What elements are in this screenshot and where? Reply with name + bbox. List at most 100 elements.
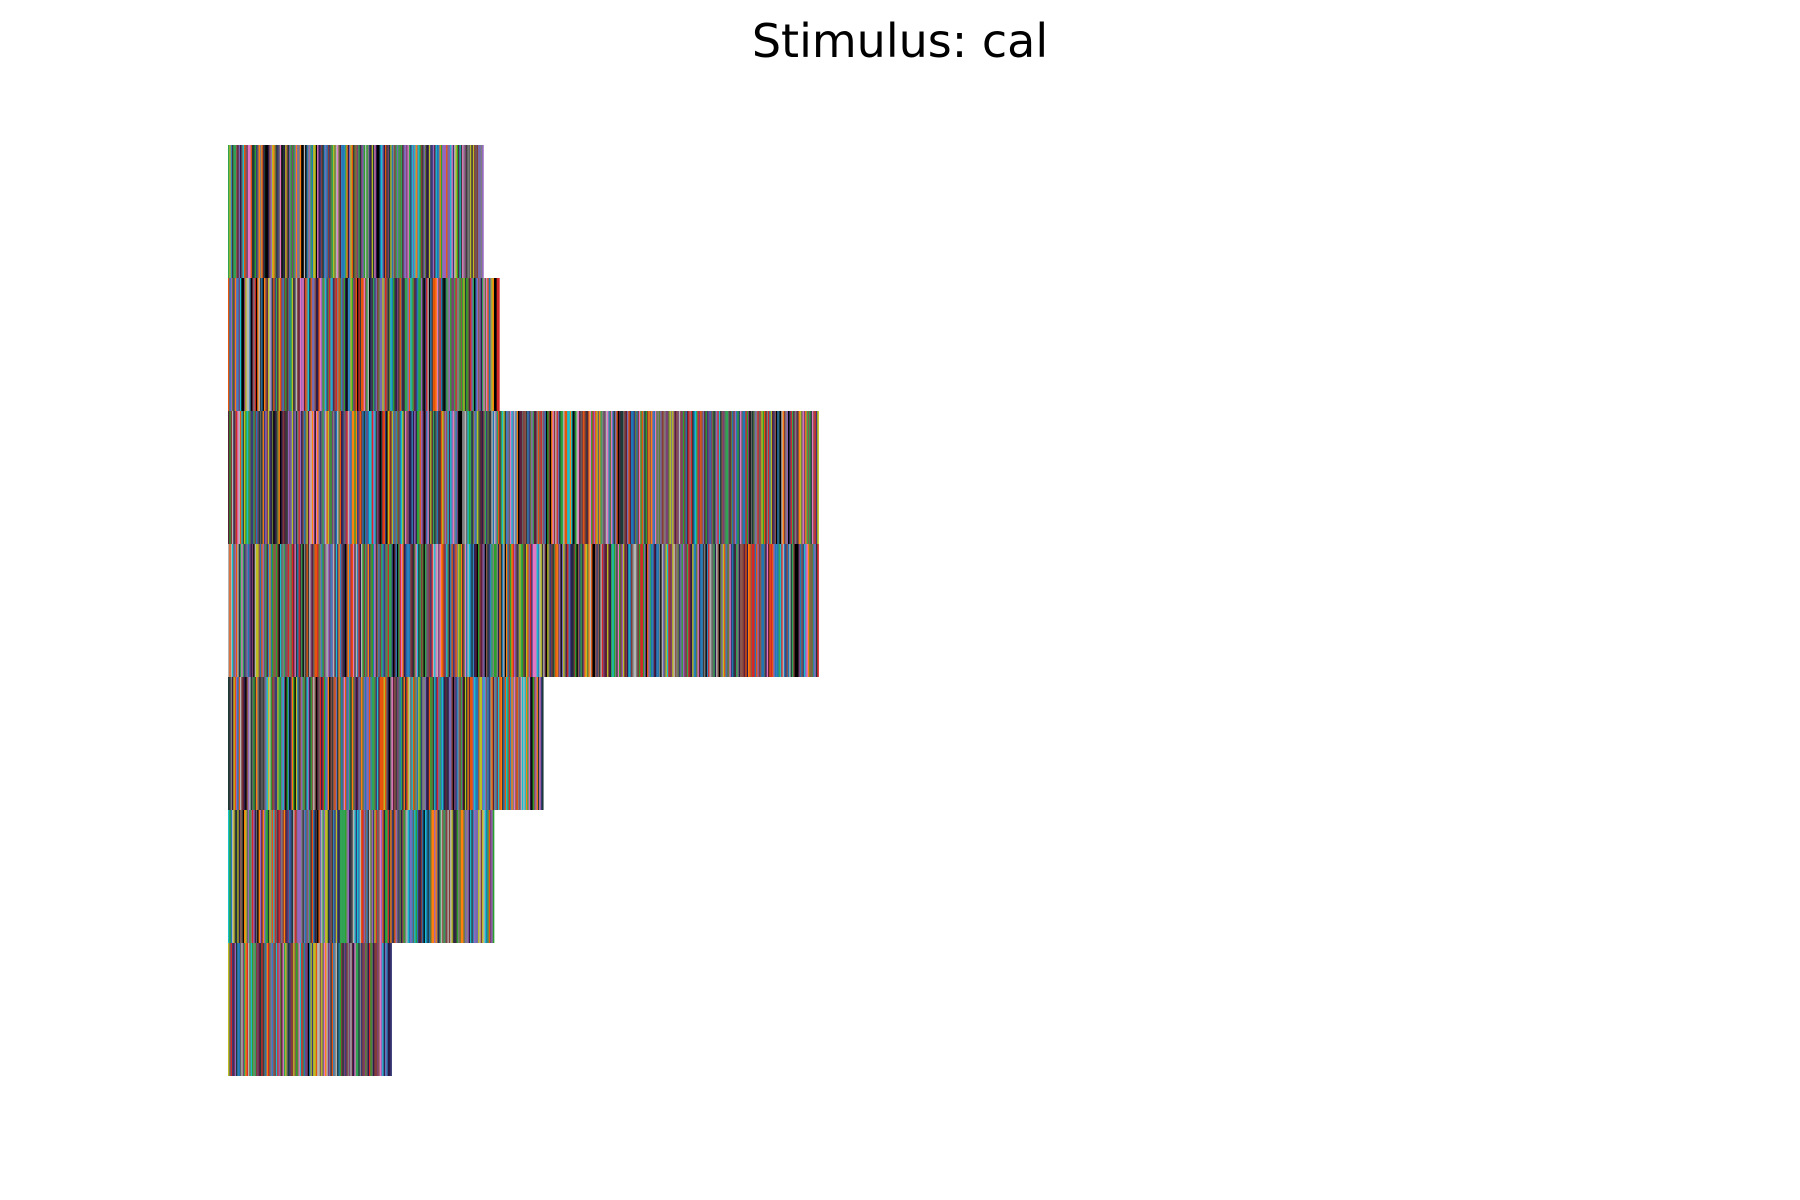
stimulus-bar bbox=[668, 544, 670, 677]
stimulus-bar bbox=[233, 411, 235, 544]
chart-title: Stimulus: cal bbox=[751, 14, 1049, 68]
stimulus-bar bbox=[474, 677, 476, 810]
stimulus-bar bbox=[347, 278, 350, 411]
stimulus-bar bbox=[426, 544, 428, 677]
stimulus-bar bbox=[323, 810, 326, 943]
stimulus-bar bbox=[654, 411, 657, 544]
stimulus-bar bbox=[505, 544, 508, 677]
stimulus-bar bbox=[458, 278, 460, 411]
stimulus-bar bbox=[431, 677, 434, 810]
stimulus-bar bbox=[497, 677, 500, 810]
stimulus-bar bbox=[403, 810, 406, 943]
stimulus-bar bbox=[255, 145, 258, 278]
stimulus-bar bbox=[555, 544, 557, 677]
stimulus-bar bbox=[685, 544, 688, 677]
stimulus-bar bbox=[464, 677, 467, 810]
stimulus-bar bbox=[423, 810, 426, 943]
stimulus-bar bbox=[229, 943, 232, 1076]
stimulus-bar bbox=[593, 544, 596, 677]
stimulus-bar bbox=[353, 943, 355, 1076]
stimulus-bar bbox=[309, 145, 311, 278]
stimulus-bar bbox=[314, 677, 317, 810]
stimulus-bar bbox=[814, 544, 817, 677]
stimulus-bar bbox=[423, 411, 426, 544]
stimulus-bar bbox=[432, 411, 435, 544]
stimulus-bar bbox=[785, 411, 787, 544]
stimulus-bar bbox=[592, 544, 595, 677]
stimulus-bar bbox=[323, 544, 326, 677]
stimulus-bar bbox=[648, 411, 650, 544]
stimulus-bar bbox=[299, 810, 302, 943]
stimulus-bar bbox=[351, 677, 354, 810]
stimulus-bar bbox=[330, 677, 333, 810]
stimulus-bar bbox=[270, 943, 273, 1076]
stimulus-bar bbox=[267, 544, 270, 677]
stimulus-bar bbox=[737, 411, 740, 544]
stimulus-bar bbox=[313, 943, 315, 1076]
stimulus-bar bbox=[246, 544, 249, 677]
stimulus-bar bbox=[364, 145, 367, 278]
stimulus-bar bbox=[353, 145, 355, 278]
stimulus-bar bbox=[407, 544, 410, 677]
stimulus-bar bbox=[426, 810, 428, 943]
stimulus-bar bbox=[249, 145, 251, 278]
stimulus-bar bbox=[810, 411, 813, 544]
stimulus-bar bbox=[249, 544, 251, 677]
stimulus-bar bbox=[346, 411, 349, 544]
stimulus-bar bbox=[323, 677, 326, 810]
stimulus-bar bbox=[366, 677, 368, 810]
stimulus-bar bbox=[495, 677, 498, 810]
stimulus-bar bbox=[319, 278, 322, 411]
stimulus-bar bbox=[523, 544, 525, 677]
stimulus-bar bbox=[408, 677, 411, 810]
stimulus-bar bbox=[279, 544, 282, 677]
stimulus-bar bbox=[331, 544, 334, 677]
stimulus-bar bbox=[452, 278, 455, 411]
stimulus-bar bbox=[422, 411, 424, 544]
stimulus-bar bbox=[249, 810, 251, 943]
stimulus-bar bbox=[455, 810, 458, 943]
stimulus-bar bbox=[307, 677, 310, 810]
stimulus-bar bbox=[247, 544, 250, 677]
stimulus-bar bbox=[577, 411, 580, 544]
stimulus-bar bbox=[661, 544, 664, 677]
stimulus-bar bbox=[251, 943, 254, 1076]
stimulus-bar bbox=[262, 411, 265, 544]
stimulus-bar bbox=[662, 411, 665, 544]
stimulus-bar bbox=[432, 145, 435, 278]
stimulus-bar bbox=[700, 411, 702, 544]
stimulus-bar bbox=[330, 278, 333, 411]
stimulus-bar bbox=[463, 411, 466, 544]
stimulus-bar bbox=[382, 943, 384, 1076]
stimulus-bar bbox=[345, 677, 347, 810]
stimulus-bar bbox=[355, 810, 358, 943]
stimulus-bar bbox=[270, 145, 273, 278]
stimulus-bar bbox=[444, 145, 447, 278]
stimulus-bar bbox=[496, 278, 499, 411]
stimulus-bar bbox=[479, 544, 482, 677]
stimulus-bar bbox=[480, 810, 483, 943]
stimulus-bar bbox=[536, 677, 539, 810]
stimulus-bar bbox=[298, 544, 301, 677]
stimulus-bar bbox=[302, 677, 305, 810]
stimulus-bar bbox=[462, 145, 464, 278]
stimulus-bar bbox=[490, 810, 492, 943]
stimulus-bar bbox=[721, 411, 724, 544]
stimulus-bar bbox=[652, 411, 654, 544]
stimulus-bar bbox=[251, 278, 254, 411]
stimulus-bar bbox=[350, 544, 353, 677]
stimulus-bar bbox=[337, 677, 339, 810]
stimulus-bar bbox=[293, 278, 295, 411]
stimulus-bar bbox=[326, 943, 329, 1076]
stimulus-bar bbox=[371, 278, 374, 411]
stimulus-bar bbox=[611, 544, 613, 677]
stimulus-bar bbox=[438, 145, 440, 278]
stimulus-bar bbox=[585, 544, 588, 677]
stimulus-bar bbox=[412, 677, 415, 810]
stimulus-bar bbox=[263, 544, 266, 677]
stimulus-bar bbox=[539, 544, 541, 677]
stimulus-bar bbox=[475, 145, 478, 278]
stimulus-bar bbox=[294, 145, 297, 278]
stimulus-bar bbox=[527, 411, 529, 544]
stimulus-bar bbox=[267, 278, 270, 411]
